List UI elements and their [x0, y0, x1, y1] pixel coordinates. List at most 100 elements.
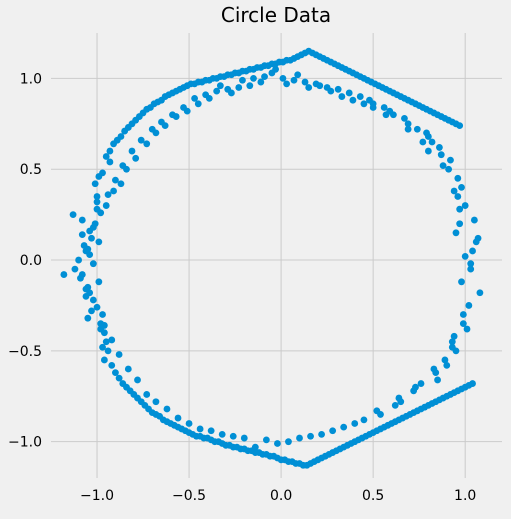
data-point: [84, 245, 92, 253]
y-tick-label: −0.5: [8, 344, 42, 360]
data-point: [261, 73, 268, 80]
data-point: [345, 89, 353, 97]
data-point: [235, 84, 243, 91]
data-point: [452, 347, 460, 355]
data-point: [450, 332, 458, 340]
data-point: [445, 165, 453, 173]
data-point: [250, 75, 257, 82]
data-point: [377, 411, 384, 418]
data-point: [413, 125, 421, 133]
data-point: [454, 193, 462, 200]
data-point: [257, 78, 265, 86]
data-point: [459, 311, 467, 318]
data-point: [458, 278, 465, 286]
data-point: [71, 265, 79, 273]
data-point: [91, 220, 99, 228]
data-point: [423, 129, 430, 137]
data-point: [143, 391, 151, 398]
data-point: [89, 296, 97, 304]
data-point: [391, 401, 399, 409]
x-tick-label: −1.0: [80, 488, 114, 504]
data-point: [86, 227, 94, 235]
data-point: [78, 216, 86, 224]
data-point: [461, 202, 469, 209]
data-point: [86, 251, 94, 258]
data-point: [143, 140, 151, 148]
data-point: [104, 347, 112, 355]
data-point: [89, 260, 97, 268]
data-point: [463, 325, 471, 333]
data-point: [428, 138, 436, 146]
data-point: [458, 183, 465, 191]
x-axis-ticks: −1.0 −0.5 0.0 0.5 1.0: [80, 488, 476, 504]
data-point: [305, 84, 313, 91]
data-point: [349, 96, 357, 104]
data-point: [285, 438, 292, 446]
data-point: [174, 414, 182, 422]
data-point: [82, 292, 90, 300]
data-point: [443, 361, 451, 369]
data-point: [467, 260, 475, 268]
data-point: [467, 265, 475, 273]
data-point: [106, 147, 114, 155]
data-point: [459, 320, 467, 328]
data-point: [117, 180, 125, 188]
data-point: [456, 220, 464, 228]
data-point: [152, 129, 160, 137]
y-tick-label: 1.0: [20, 71, 42, 87]
data-point: [93, 303, 101, 311]
data-point: [469, 380, 476, 387]
data-point: [439, 162, 447, 169]
data-point: [205, 94, 213, 102]
data-point: [84, 314, 92, 322]
data-point: [340, 423, 348, 431]
data-point: [194, 100, 202, 108]
data-point: [412, 383, 419, 391]
data-point: [115, 351, 123, 358]
data-point: [229, 432, 237, 440]
data-point: [60, 271, 68, 278]
data-point: [456, 205, 464, 213]
data-points: [60, 47, 484, 469]
data-point: [108, 361, 116, 369]
y-tick-label: 0.0: [20, 253, 42, 269]
data-point: [351, 420, 359, 427]
data-point: [338, 93, 346, 100]
data-point: [434, 376, 441, 384]
data-point: [93, 205, 101, 213]
data-point: [334, 85, 342, 93]
data-point: [88, 234, 95, 242]
data-point: [283, 80, 291, 88]
data-point: [95, 238, 103, 246]
data-point: [296, 434, 303, 442]
data-point: [115, 374, 123, 382]
data-point: [436, 144, 443, 151]
data-point: [100, 356, 108, 364]
data-point: [404, 120, 412, 128]
data-point: [419, 138, 427, 146]
data-point: [102, 338, 110, 346]
data-point: [417, 380, 425, 387]
data-point: [239, 76, 246, 84]
data-point: [240, 434, 248, 442]
data-point: [441, 356, 449, 364]
data-point: [382, 111, 390, 119]
data-point: [437, 151, 445, 159]
y-tick-label: 0.5: [20, 162, 42, 178]
data-point: [447, 156, 454, 164]
data-point: [124, 365, 132, 373]
data-point: [117, 133, 125, 140]
data-point: [360, 100, 368, 108]
data-point: [274, 440, 281, 447]
data-point: [207, 427, 215, 435]
data-point: [191, 94, 198, 102]
data-point: [196, 425, 204, 433]
data-point: [318, 431, 325, 438]
data-point: [110, 187, 117, 195]
data-point: [470, 216, 478, 224]
data-point: [450, 187, 458, 195]
data-point: [97, 325, 105, 333]
data-point: [424, 147, 432, 155]
data-point: [123, 165, 130, 173]
